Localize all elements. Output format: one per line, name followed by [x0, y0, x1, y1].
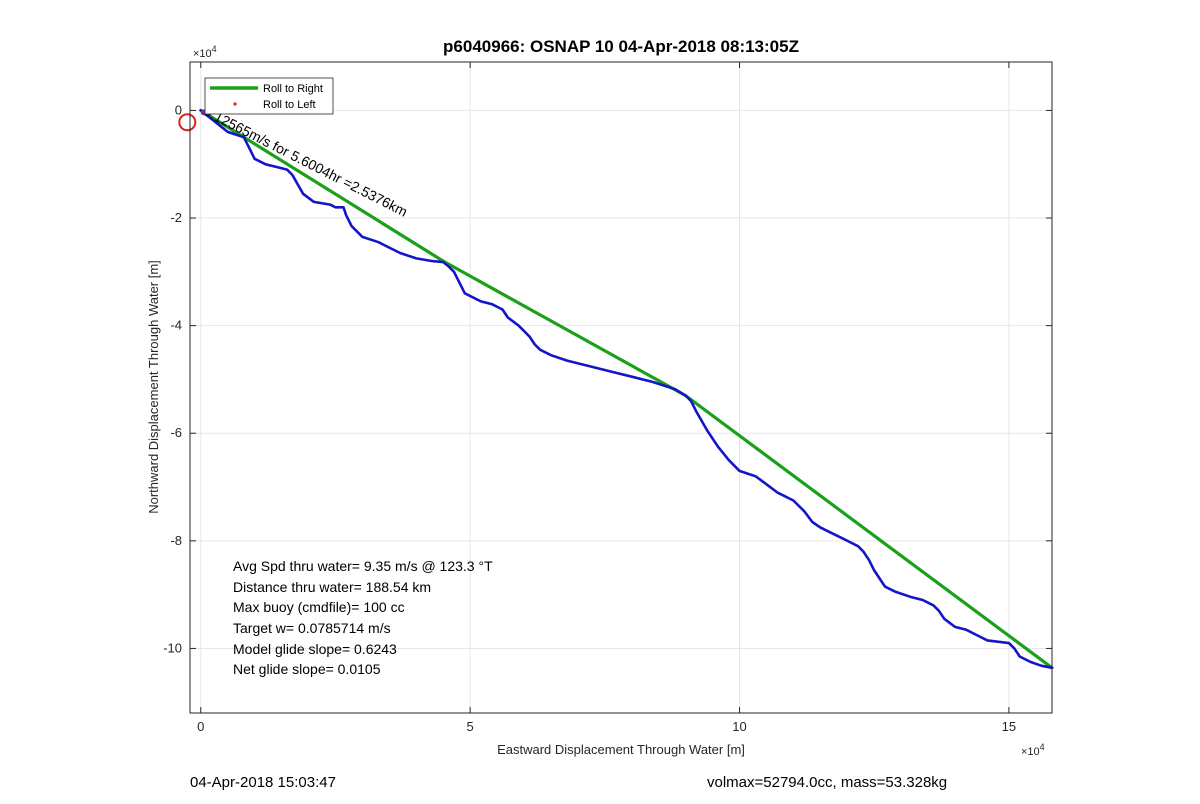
x-tick-label: 0	[197, 719, 204, 734]
y-tick-label: 0	[175, 102, 182, 117]
stat-max-buoy: Max buoy (cmdfile)= 100 cc	[233, 599, 405, 615]
y-tick-label: -8	[170, 533, 182, 548]
footer-timestamp: 04-Apr-2018 15:03:47	[190, 774, 336, 791]
stat-model-glide-slope: Model glide slope= 0.6243	[233, 641, 397, 657]
y-exponent-power: 4	[212, 44, 217, 54]
x-exponent: ×104	[1021, 742, 1045, 758]
stat-avg-speed: Avg Spd thru water= 9.35 m/s @ 123.3 °T	[233, 558, 493, 574]
ticks: 0 5 10 15 0 -2 -4 -6 -8 -10	[163, 62, 1052, 734]
y-exponent-base: ×10	[193, 48, 212, 60]
stat-distance: Distance thru water= 188.54 km	[233, 579, 431, 595]
series-line-glider-track	[199, 109, 1054, 670]
x-tick-label: 15	[1002, 719, 1016, 734]
x-exponent-base: ×10	[1021, 746, 1040, 758]
y-tick-label: -4	[170, 318, 182, 333]
footer-volmax-mass: volmax=52794.0cc, mass=53.328kg	[707, 774, 948, 791]
x-axis-label: Eastward Displacement Through Water [m]	[497, 742, 745, 757]
y-axis-label: Northward Displacement Through Water [m]	[146, 260, 161, 514]
start-marker	[178, 113, 197, 132]
series-line-roll-to-right	[199, 108, 1054, 670]
y-tick-label: -10	[163, 640, 182, 655]
y-tick-label: -2	[170, 210, 182, 225]
legend-box	[204, 77, 334, 115]
axes-frame	[189, 61, 1053, 714]
chart-title: p6040966: OSNAP 10 04-Apr-2018 08:13:05Z	[443, 37, 799, 56]
legend-swatch-roll-left	[233, 102, 237, 106]
x-tick-label: 5	[467, 719, 474, 734]
stats-box: Avg Spd thru water= 9.35 m/s @ 123.3 °T …	[233, 558, 493, 677]
plot-area	[190, 62, 1052, 713]
stat-target-w: Target w= 0.0785714 m/s	[233, 620, 391, 636]
stat-net-glide-slope: Net glide slope= 0.0105	[233, 661, 381, 677]
y-exponent: ×104	[193, 44, 217, 60]
x-tick-label: 10	[732, 719, 746, 734]
grid	[190, 62, 1052, 713]
legend-label-roll-left: Roll to Left	[263, 99, 316, 111]
legend-label-roll-right: Roll to Right	[263, 83, 323, 95]
legend: Roll to Right Roll to Left	[204, 77, 334, 115]
y-tick-label: -6	[170, 425, 182, 440]
x-exponent-power: 4	[1040, 742, 1045, 752]
